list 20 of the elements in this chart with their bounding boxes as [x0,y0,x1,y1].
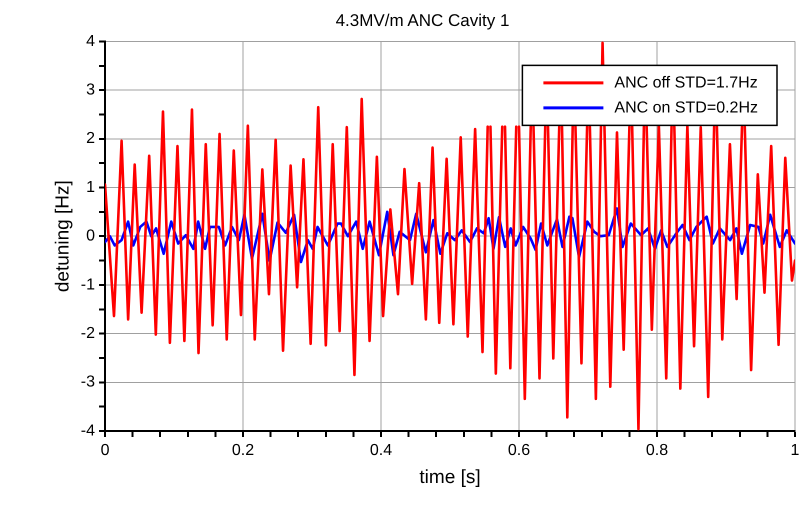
y-tick-label: -3 [80,374,96,391]
y-axis-title: detuning [Hz] [52,180,74,292]
y-tick-label: 2 [86,130,96,148]
x-tick-label: 0.4 [370,442,392,460]
chart-title: 4.3MV/m ANC Cavity 1 [336,10,510,30]
y-tick-label: 1 [86,178,96,196]
x-tick-label: 0.2 [232,442,254,460]
x-tick-label: 1 [790,442,800,460]
legend-label: ANC on STD=0.2Hz [614,99,758,116]
y-tick-label: 3 [86,82,96,99]
y-tick-label: -1 [80,276,96,294]
x-tick-label: 0.8 [646,442,668,460]
y-tick-label: 0 [86,228,96,245]
x-axis-title: time [s] [419,466,481,488]
y-tick-label: 4 [86,32,96,50]
legend-label: ANC off STD=1.7Hz [614,74,758,92]
x-tick-label: 0.6 [508,442,530,460]
y-tick-label: -4 [80,422,96,440]
y-tick-label: -2 [80,325,96,342]
x-tick-label: 0 [100,442,110,460]
